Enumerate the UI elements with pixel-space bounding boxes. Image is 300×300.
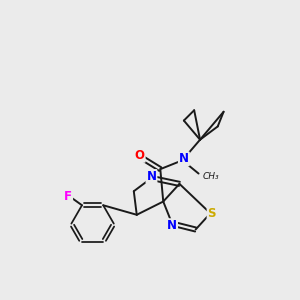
Text: S: S [208,207,216,220]
Text: N: N [167,219,177,232]
Text: CH₃: CH₃ [203,172,220,181]
Text: F: F [64,190,72,203]
Text: N: N [146,170,157,183]
Text: N: N [179,152,189,165]
Text: O: O [135,149,145,162]
